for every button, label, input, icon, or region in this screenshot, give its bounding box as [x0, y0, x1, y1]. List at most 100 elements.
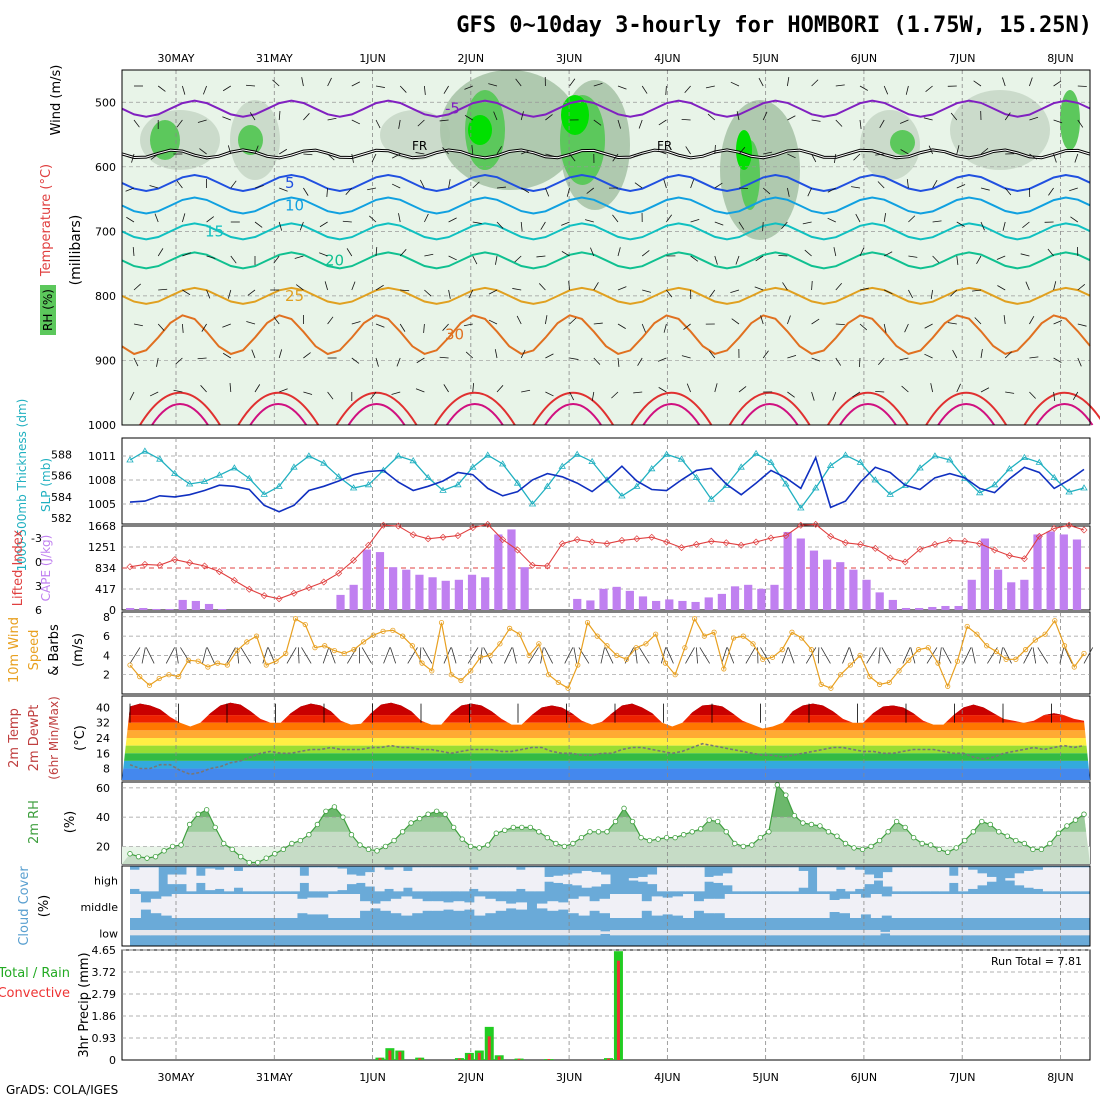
wind-barb: [206, 216, 215, 223]
wind-barb: [1003, 315, 1006, 325]
wind-speed-point: [370, 632, 376, 638]
wind-speed-point: [1013, 656, 1019, 662]
wind-barb: [249, 112, 256, 121]
rh-point: [1013, 837, 1019, 844]
cloud-clear-cell: [244, 894, 256, 918]
wind-barb: [566, 187, 570, 197]
lifted-index-point: [186, 559, 194, 567]
rh-point: [680, 832, 687, 838]
isotherm-line: [121, 222, 1091, 241]
wind-barb: [639, 647, 650, 664]
lifted-index-point: [946, 536, 954, 544]
precip-convective-bar: [457, 1058, 461, 1060]
rh-point: [570, 840, 576, 847]
cloud-clear-cell: [996, 894, 1008, 918]
wind-barb: [956, 145, 960, 155]
slp-point: [245, 474, 253, 481]
wind-barb: [351, 357, 360, 364]
slp-point: [916, 464, 924, 471]
cape-bar: [954, 605, 963, 610]
cloud-clear-cell: [290, 867, 300, 892]
wind-barb: [488, 83, 498, 87]
wind-barb: [833, 247, 837, 257]
wind-barb: [956, 184, 966, 189]
wind-speed-point: [1032, 637, 1038, 643]
lifted-index-point: [1065, 521, 1073, 529]
wind-barb: [637, 357, 643, 366]
date-label: 6JUN: [851, 1071, 878, 1084]
rh-point: [953, 845, 959, 851]
wind-barb: [908, 255, 918, 258]
wind-speed-point: [633, 645, 639, 651]
wind-barb: [1077, 119, 1084, 128]
wind-barb: [901, 385, 909, 393]
wind-barb: [176, 119, 183, 128]
wind-barb: [569, 317, 577, 325]
wind-barb: [157, 323, 165, 331]
slp-point: [826, 461, 835, 468]
wind-barb: [849, 647, 855, 664]
cloud-clear-cell: [553, 875, 564, 883]
lifted-index-point: [827, 532, 835, 540]
cloud-clear-cell: [1005, 878, 1016, 881]
lifted-index-point: [722, 539, 730, 547]
wind-barb: [902, 647, 911, 664]
date-label: 30MAY: [158, 1071, 195, 1084]
wind-barb: [877, 357, 885, 366]
cloud-clear-cell: [370, 930, 381, 936]
cape-bar: [783, 531, 792, 610]
wind-10m-panel: 2 4 6 8 10m Wind Speed & Barbs (m/s): [7, 611, 1094, 695]
wind-barb: [1029, 316, 1035, 325]
wind-barb: [371, 153, 377, 163]
rh-point: [604, 829, 610, 835]
wind-barb: [690, 218, 700, 223]
wind-speed-point: [915, 647, 922, 653]
rh-shading: [720, 100, 800, 240]
cloud-clear-cell: [265, 894, 277, 918]
cloud-clear-cell: [870, 930, 881, 936]
lifted-index-point: [245, 585, 253, 593]
wind-speed-point: [487, 652, 493, 659]
wind-barb: [705, 85, 715, 89]
wind-barb: [811, 318, 820, 325]
wind-barb: [707, 113, 716, 121]
cloud-clear-cell: [182, 894, 194, 918]
cloud-clear-cell: [160, 930, 171, 936]
wind-barb: [884, 289, 893, 295]
wind-speed-point: [536, 641, 542, 647]
rh-point: [544, 834, 551, 841]
rh-point: [280, 846, 287, 853]
wind-barb: [324, 281, 328, 291]
wind-barb: [657, 150, 667, 155]
isotherm-line: [121, 196, 1091, 215]
cloud-clear-cell: [432, 901, 444, 911]
wind-barb: [569, 391, 575, 401]
cloud-clear-cell: [1024, 870, 1035, 888]
wind-barb: [251, 349, 256, 359]
cloud-clear-cell: [589, 901, 601, 911]
cloud-clear-cell: [195, 875, 206, 883]
cloud-clear-cell: [478, 867, 489, 892]
lifted-index-point: [648, 533, 656, 541]
rh-point: [195, 811, 201, 817]
wind-barb: [182, 252, 191, 257]
wind-barb: [197, 357, 207, 360]
wind-speed-point: [750, 641, 756, 647]
slp-point: [528, 500, 537, 507]
rh-point: [757, 834, 764, 841]
isotherm-line: [121, 251, 1091, 270]
cloud-clear-cell: [205, 868, 216, 891]
axis-label: 1000-500mb Thickness (dm): [15, 399, 29, 572]
rh-point: [459, 836, 465, 842]
axis-label: (6hr Min/Max): [47, 696, 61, 780]
cloud-clear-cell: [950, 930, 961, 936]
lifted-index-point: [275, 595, 283, 603]
wind-barb: [709, 289, 716, 298]
wind-speed-point: [244, 639, 250, 645]
cloud-clear-cell: [910, 930, 921, 936]
wind-barb: [787, 77, 790, 87]
lifted-index-point: [156, 561, 164, 569]
cloud-clear-cell: [990, 930, 1001, 936]
wind-barb: [835, 357, 842, 366]
